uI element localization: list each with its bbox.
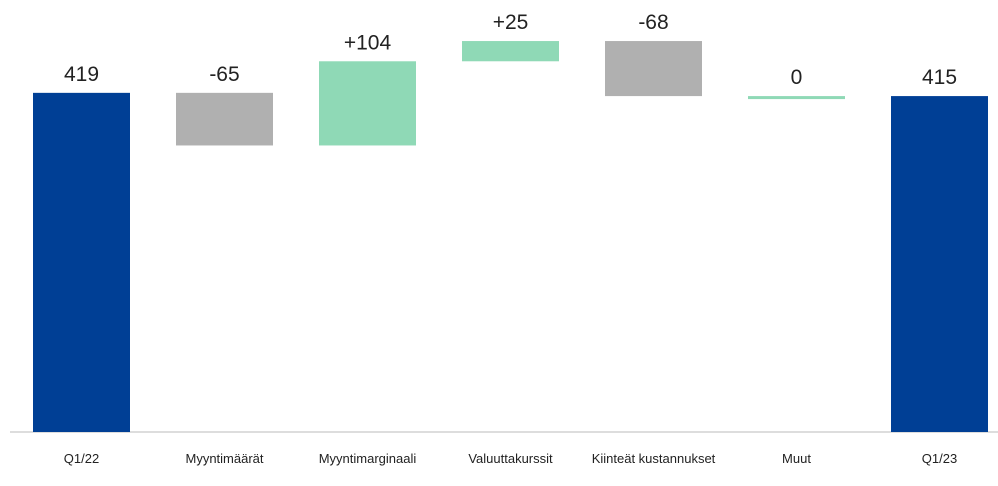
data-label: +25 (493, 11, 529, 34)
data-label: -65 (209, 63, 239, 86)
data-label: 415 (922, 66, 957, 89)
x-tick-label: Valuuttakurssit (468, 451, 553, 466)
x-tick-label: Myyntimarginaali (318, 451, 417, 466)
x-tick-label: Q1/23 (921, 451, 958, 466)
x-tick-label: Q1/22 (63, 451, 100, 466)
data-label: 419 (64, 63, 99, 86)
data-label: -68 (638, 11, 668, 34)
bar (319, 61, 416, 146)
x-tick-label: Myyntimäärät (185, 451, 264, 466)
bar (462, 41, 559, 62)
bar (605, 41, 702, 97)
data-label: 0 (791, 66, 803, 89)
x-tick-label: Kiinteät kustannukset (591, 451, 716, 466)
bar (748, 96, 845, 100)
bar (891, 96, 988, 433)
bar (33, 92, 130, 432)
bar (176, 92, 273, 146)
x-tick-label: Muut (782, 451, 811, 466)
data-label: +104 (344, 31, 392, 54)
